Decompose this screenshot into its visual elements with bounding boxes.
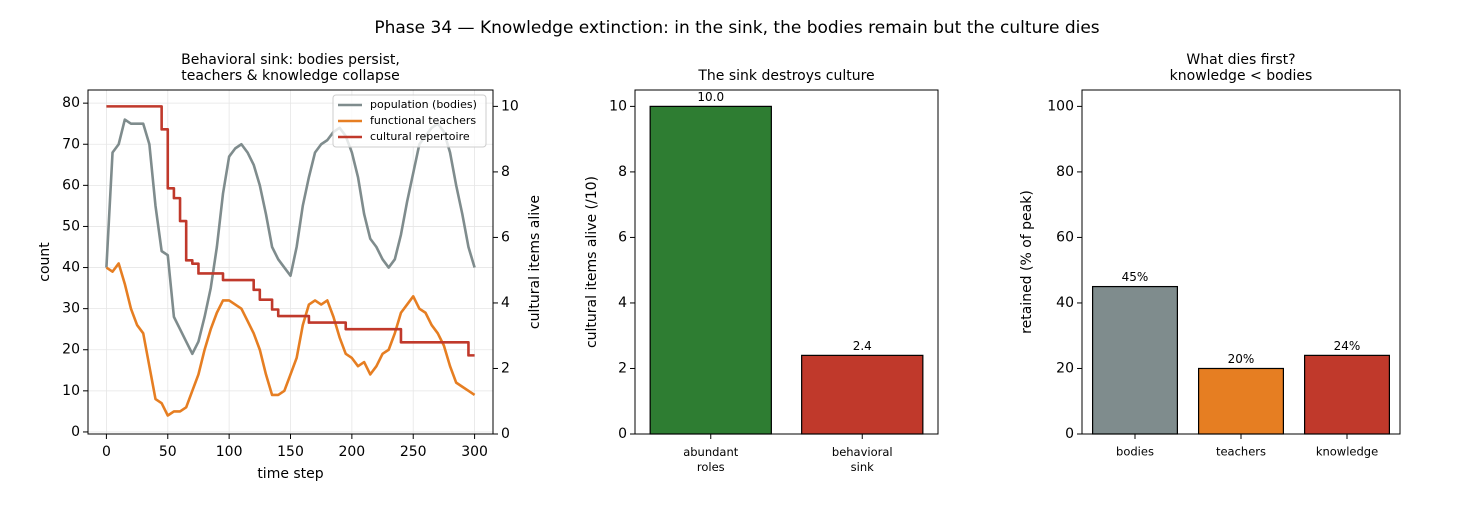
value-label: 20% <box>1228 352 1255 366</box>
axes-frame <box>87 89 494 435</box>
subplot-title: Behavioral sink: bodies persist, teachers… <box>181 52 400 84</box>
y-tick-label: 60 <box>1056 229 1074 245</box>
text-line: abundant <box>683 445 739 459</box>
y2-tick-label: 6 <box>501 229 510 245</box>
subplot-title: The sink destroys culture <box>697 68 874 84</box>
x-tick-label: 0 <box>102 444 111 460</box>
y-tick-label: 70 <box>62 136 80 152</box>
y-tick-label: 6 <box>618 229 627 245</box>
bar <box>649 105 772 435</box>
y-tick-label: 30 <box>62 301 80 317</box>
subplot-title: What dies first? knowledge < bodies <box>1170 52 1313 84</box>
y2-tick-label: 8 <box>501 164 510 180</box>
y-tick-label: 50 <box>62 218 80 234</box>
y2-tick-label: 10 <box>501 98 519 114</box>
y-tick-label: 80 <box>62 95 80 111</box>
text-line: behavioral <box>832 445 893 459</box>
axes-frame <box>634 89 939 435</box>
figure-title: Phase 34 — Knowledge extinction: in the … <box>374 18 1099 38</box>
bar <box>1091 285 1178 435</box>
text-line: What dies first? <box>1186 52 1295 68</box>
legend-label: population (bodies) <box>370 98 477 111</box>
y-axis-label: retained (% of peak) <box>1019 190 1035 334</box>
bar <box>801 354 924 435</box>
y2-tick-label: 2 <box>501 360 510 376</box>
text-line: roles <box>697 460 725 474</box>
text-line: sink <box>851 460 874 474</box>
axes-frame <box>1081 89 1401 435</box>
y2-tick-label: 0 <box>501 426 510 442</box>
y-tick-label: 4 <box>618 295 627 311</box>
y-axis-label: cultural items alive (/10) <box>584 176 600 348</box>
x-tick-label: abundant roles <box>683 445 739 474</box>
y-tick-label: 100 <box>1047 98 1074 114</box>
y-tick-label: 2 <box>618 360 627 376</box>
legend-box <box>332 94 487 148</box>
y-tick-label: 40 <box>62 260 80 276</box>
y-tick-label: 10 <box>62 383 80 399</box>
bar <box>1197 367 1284 435</box>
value-label: 10.0 <box>697 90 724 104</box>
y-tick-label: 10 <box>609 98 627 114</box>
x-axis-label: time step <box>257 466 323 482</box>
y-tick-label: 8 <box>618 164 627 180</box>
text-line: knowledge < bodies <box>1170 68 1313 84</box>
y-tick-label: 0 <box>71 424 80 440</box>
legend-label: cultural repertoire <box>370 130 470 143</box>
x-tick-label: 200 <box>338 444 365 460</box>
x-tick-label: bodies <box>1116 445 1154 459</box>
y-tick-label: 80 <box>1056 164 1074 180</box>
y-tick-label: 0 <box>618 426 627 442</box>
value-label: 2.4 <box>853 339 872 353</box>
y-tick-label: 40 <box>1056 295 1074 311</box>
x-tick-label: knowledge <box>1316 445 1378 459</box>
x-tick-label: 50 <box>159 444 177 460</box>
y-tick-label: 60 <box>62 177 80 193</box>
x-tick-label: 150 <box>277 444 304 460</box>
y-tick-label: 0 <box>1065 426 1074 442</box>
series-line <box>105 262 476 417</box>
series-line <box>105 118 476 356</box>
value-label: 45% <box>1122 270 1149 284</box>
x-tick-label: behavioral sink <box>832 445 893 474</box>
x-tick-label: 100 <box>216 444 243 460</box>
x-tick-label: teachers <box>1216 445 1266 459</box>
value-label: 24% <box>1334 339 1361 353</box>
legend-label: functional teachers <box>370 114 476 127</box>
y-axis-label: count <box>37 242 53 282</box>
text-line: Behavioral sink: bodies persist, <box>181 52 400 68</box>
bar <box>1303 354 1390 435</box>
y-tick-label: 20 <box>1056 360 1074 376</box>
x-tick-label: 250 <box>400 444 427 460</box>
y2-axis-label: cultural items alive <box>527 195 543 329</box>
y2-tick-label: 4 <box>501 295 510 311</box>
series-line <box>106 105 475 357</box>
y-tick-label: 20 <box>62 342 80 358</box>
text-line: teachers & knowledge collapse <box>181 68 399 84</box>
x-tick-label: 300 <box>461 444 488 460</box>
